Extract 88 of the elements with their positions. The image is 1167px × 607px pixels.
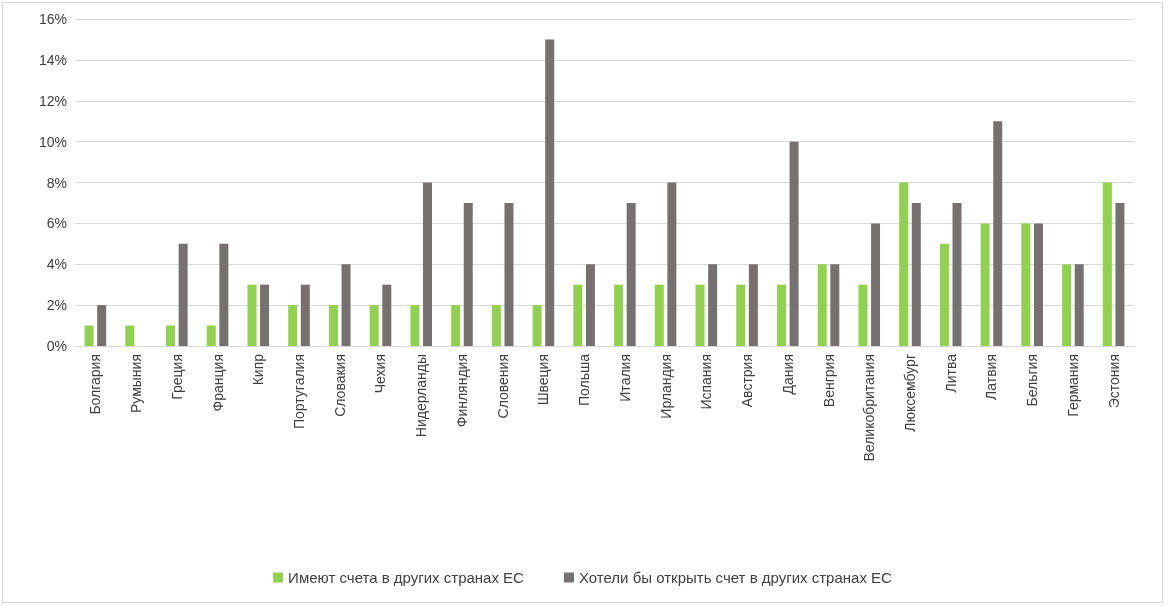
bar [382,284,392,346]
x-tick-label: Австрия [739,354,756,408]
bar [871,223,881,346]
legend-label: Хотели бы открыть счет в других странах ЕС [578,569,893,586]
x-tick-label: Чехия [372,354,389,394]
bar [858,284,868,346]
y-tick-label: 14% [38,51,67,68]
bar [166,325,176,346]
x-tick-label: Бельгия [1024,354,1041,407]
bar [545,39,555,346]
bar [817,264,827,346]
bar [410,305,420,346]
x-tick-label: Румыния [128,354,145,414]
bar [504,202,514,346]
x-tick-label: Германия [1064,354,1081,417]
x-tick-label: Кипр [250,353,267,386]
y-tick-label: 16% [38,11,67,27]
bar [614,284,624,346]
x-tick-label: Люксембург [901,354,918,432]
y-tick-label: 12% [38,92,67,109]
x-tick-label: Словения [494,354,511,419]
y-tick-label: 10% [38,133,67,150]
bar [219,243,229,346]
bar [463,202,473,346]
x-tick-label: Болгария [87,354,104,415]
bar [97,305,107,346]
x-tick-label: Португалия [291,354,308,430]
x-tick-label: Венгрия [820,354,837,408]
bar [1021,223,1031,346]
bar [626,202,636,346]
x-tick-label: Финляндия [453,354,470,428]
x-tick-label: Польша [576,353,593,407]
bar [899,182,909,346]
y-tick-label: 0% [46,338,67,354]
bar [654,284,664,346]
bar [125,325,135,346]
x-tick-label: Латвия [983,354,1000,400]
x-tick-label: Швеция [535,354,552,406]
bar [980,223,990,346]
y-tick-label: 8% [46,174,67,191]
legend-label: Имеют счета в других странах ЕС [288,569,525,586]
bar [952,202,962,346]
bar [776,284,786,346]
bar [341,264,351,346]
x-tick-label: Эстония [1105,354,1122,409]
x-tick-label: Литва [942,353,959,393]
x-tick-label: Италия [616,354,633,402]
bar [748,264,758,346]
y-tick-label: 6% [46,215,67,232]
x-tick-label: Дания [779,354,796,395]
bar [789,141,799,346]
bar [288,305,298,346]
bar [1033,223,1043,346]
bar [695,284,705,346]
x-tick-label: Греция [168,354,185,400]
bar [206,325,216,346]
bar [993,121,1003,346]
bar [491,305,501,346]
bar [1062,264,1072,346]
bar [260,284,270,346]
bar [532,305,542,346]
bar [667,182,677,346]
x-tick-label: Великобритания [861,354,878,462]
bar [1074,264,1084,346]
bar [573,284,583,346]
bar [708,264,718,346]
bar [328,305,338,346]
bar [830,264,840,346]
x-tick-label: Нидерланды [413,354,430,438]
bar [1102,182,1112,346]
x-tick-label: Испания [698,354,715,410]
bar [939,243,949,346]
bar [423,182,433,346]
x-tick-label: Франция [209,354,226,412]
bar [178,243,188,346]
x-tick-label: Ирландия [657,354,674,419]
bar [451,305,461,346]
y-tick-label: 4% [46,256,67,273]
bar [736,284,746,346]
bar [911,202,921,346]
x-tick-label: Словакия [331,354,348,417]
bar [84,325,94,346]
bar [1115,202,1125,346]
bar [369,305,379,346]
bar [247,284,257,346]
bar [585,264,595,346]
bar [300,284,310,346]
y-tick-label: 2% [46,297,67,314]
